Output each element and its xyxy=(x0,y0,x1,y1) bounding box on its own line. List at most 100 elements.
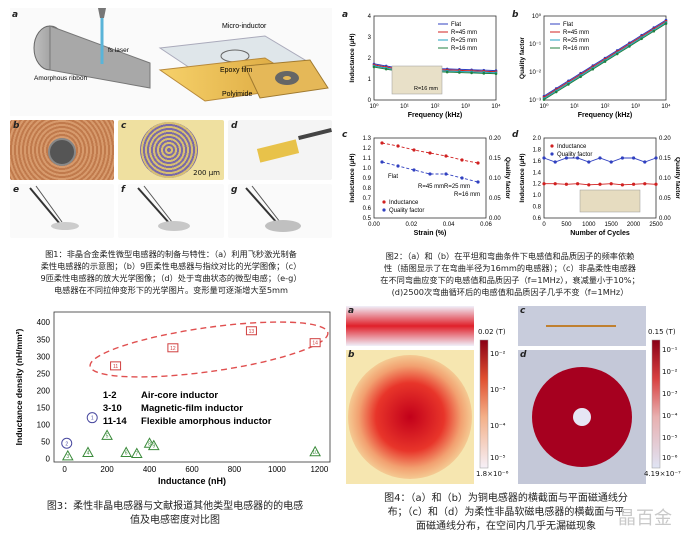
x-tick-label: 500 xyxy=(561,222,572,228)
fig1-panel: Micro-inductor Amorphous ribbon fs laser… xyxy=(10,8,332,301)
data-point xyxy=(384,67,388,71)
fig2-label-c: c xyxy=(342,130,348,140)
fig1a-schematic: Micro-inductor Amorphous ribbon fs laser… xyxy=(10,8,332,116)
annotation: R=25 mm xyxy=(444,184,470,190)
x-tick-label: 10⁰ xyxy=(369,103,379,110)
y2-tick-label: 0.15 xyxy=(659,156,671,162)
legend-label: Air-core inductor xyxy=(141,390,218,401)
fig1c-photo: 200 μm xyxy=(118,120,224,180)
fig4-cb-right-bottom: 4.19×10⁻⁷ xyxy=(644,470,681,478)
fig1-label-f: f xyxy=(121,185,125,195)
data-point xyxy=(380,141,384,145)
fig4-label-a: a xyxy=(348,306,355,316)
y-axis-label: Inductance (μH) xyxy=(349,33,356,82)
x-tick-label: 10¹ xyxy=(570,104,579,110)
x-tick-label: 800 xyxy=(228,465,242,474)
point-label: 4 xyxy=(87,450,90,456)
point-label: 7 xyxy=(135,451,138,457)
x-tick-label: 10² xyxy=(431,104,440,110)
fig4-caption-line: 布；（c）和（d）为柔性非晶软磁电感器的横截面与平 xyxy=(387,507,625,518)
data-point xyxy=(476,180,480,184)
highlight-ellipse xyxy=(89,321,329,378)
y2-axis-label: Quality factor xyxy=(504,157,511,199)
data-point xyxy=(482,72,486,75)
fig4-cb-right-tick: 10⁻⁶ xyxy=(662,454,678,462)
legend-label: Inductance xyxy=(557,144,587,150)
legend-swatch xyxy=(382,208,386,212)
legend-label: Quality factor xyxy=(557,152,592,158)
y2-tick-label: 0.00 xyxy=(659,216,671,222)
data-point xyxy=(643,160,647,164)
y-tick-label: 1.1 xyxy=(363,156,372,162)
y-tick-label: 0.8 xyxy=(363,186,372,192)
x-tick-label: 1200 xyxy=(310,465,328,474)
inset-photo xyxy=(579,189,641,213)
point-label: 12 xyxy=(170,346,176,352)
data-point xyxy=(598,156,602,160)
x-axis-label: Number of Cycles xyxy=(570,230,630,237)
y-tick-label: 100 xyxy=(37,421,51,430)
x-tick-label: 10³ xyxy=(631,104,640,110)
plot-frame xyxy=(373,137,487,219)
data-point xyxy=(110,361,122,371)
annotation: R=45 mm xyxy=(418,184,444,190)
data-point xyxy=(615,52,619,56)
fig2-caption-line: (d)2500次弯曲循环后的电感值和品质因子几乎不变（f=1MHz） xyxy=(391,287,629,297)
y-tick-label: 1.6 xyxy=(533,159,542,165)
y-axis-label: Inductance (μH) xyxy=(349,153,356,202)
y-tick-label: 10⁻² xyxy=(529,70,541,76)
data-point xyxy=(428,172,432,176)
point-label: 11 xyxy=(113,364,118,370)
x-tick-label: 2500 xyxy=(649,222,663,228)
data-point xyxy=(458,71,461,74)
fig2-caption-line: 性（插图显示了在弯曲半径为16mm的电感器）；（c）非晶柔性电感器 xyxy=(384,263,636,273)
fig1-amorphous-ribbon-text: Amorphous ribbon xyxy=(34,75,87,82)
data-point xyxy=(61,449,74,461)
data-point xyxy=(640,37,643,41)
data-point xyxy=(428,151,432,155)
y2-tick-label: 0.20 xyxy=(659,136,671,142)
x-tick-label: 0 xyxy=(542,222,546,228)
fig1f-photo xyxy=(118,184,224,238)
watermark-text: 晶百金 xyxy=(618,508,672,529)
y-tick-label: 0.9 xyxy=(363,176,372,182)
y2-tick-label: 0.20 xyxy=(489,136,501,142)
point-label: 13 xyxy=(249,329,255,335)
data-point xyxy=(120,446,133,457)
plot-frame xyxy=(53,311,331,463)
y-tick-label: 1.2 xyxy=(533,182,542,188)
fig4-cb-left-bottom: 1.8×10⁻⁶ xyxy=(476,470,509,478)
fig3-chart: 0 200 400 600 800 1000 1200 0 50 100 150 200 250 300 3… xyxy=(14,311,331,486)
data-point xyxy=(576,182,580,186)
y-tick-label: 2.0 xyxy=(533,136,542,142)
y2-tick-label: 0.15 xyxy=(489,156,501,162)
legend-label: R=16 mm xyxy=(563,46,589,52)
x-tick-label: 200 xyxy=(100,465,114,474)
legend-label: R=16 mm xyxy=(451,46,477,52)
fig4-panel: a b c d 0.02 (T) 10⁻² 10⁻³ 10⁻⁴ 10⁻⁵ 1.8… xyxy=(346,306,682,550)
x-tick-label: 0.06 xyxy=(480,222,492,228)
data-point xyxy=(309,445,321,457)
data-point xyxy=(598,182,602,186)
x-tick-label: 400 xyxy=(143,465,157,474)
fig1-label-c: c xyxy=(121,121,127,131)
data-point xyxy=(587,160,591,164)
y-tick-label: 1 xyxy=(368,77,372,83)
point-label: 10 xyxy=(312,450,318,456)
fig4-cb-right-tick: 10⁻¹ xyxy=(662,346,678,354)
y-tick-label: 0.6 xyxy=(533,216,542,222)
y-axis-label: Inductance (μH) xyxy=(519,153,526,202)
x-tick-label: 2000 xyxy=(627,222,641,228)
fig4-caption-line: 面磁通线分布，在空间内几乎无漏磁现象 xyxy=(416,521,596,532)
fig4-caption-line: 图4：（a）和（b）为铜电感器的横截面与平面磁通线分 xyxy=(384,493,628,504)
data-point xyxy=(412,148,416,152)
annotation: R=16 mm xyxy=(454,192,480,198)
legend-swatch xyxy=(382,200,386,204)
legend-label: R=25 mm xyxy=(563,38,589,44)
fig1e-photo xyxy=(10,184,114,238)
legend-range: 3-10 xyxy=(103,403,122,414)
fig1-label-e: e xyxy=(13,185,20,195)
data-point xyxy=(579,75,582,79)
data-point xyxy=(654,156,658,160)
data-point xyxy=(620,183,624,187)
